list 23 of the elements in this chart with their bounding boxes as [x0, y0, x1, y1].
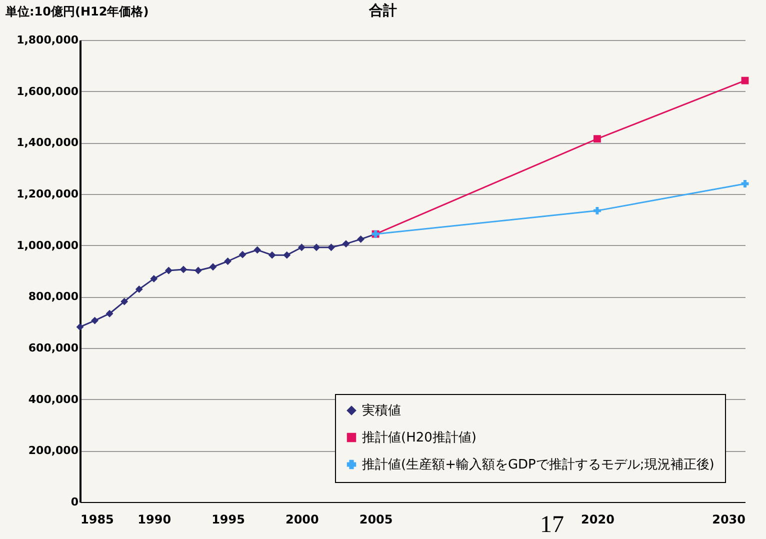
x-tick-label: 1985	[80, 512, 114, 526]
x-tick-label: 2030	[712, 512, 746, 526]
y-tick-label: 400,000	[28, 392, 79, 406]
legend-label: 実積値	[362, 402, 401, 418]
y-tick-label: 800,000	[28, 290, 79, 304]
legend-label: 推計値(生産額+輸入額をGDPで推計するモデル;現況補正後)	[362, 456, 714, 472]
legend-label: 推計値(H20推計値)	[362, 430, 476, 446]
y-tick-label: 1,200,000	[16, 188, 79, 200]
x-tick-label: 2020	[581, 512, 614, 526]
text: 17	[540, 512, 564, 539]
y-tick-label: 1,000,000	[16, 238, 79, 252]
x-tick-label: 1995	[212, 512, 245, 526]
x-tick-label: 2000	[285, 512, 319, 526]
y-tick-label: 200,000	[28, 444, 79, 458]
y-tick-label: 1,400,000	[16, 136, 79, 150]
y-tick-label: 0	[70, 496, 79, 508]
y-tick-label: 600,000	[28, 342, 79, 354]
chart-title: 合計	[369, 3, 397, 19]
x-tick-label: 2005	[359, 512, 393, 526]
y-tick-label: 1,600,000	[16, 84, 79, 98]
x-tick-label: 1990	[138, 512, 172, 526]
y-axis-title: 単位:10億円(H12年価格)	[4, 4, 149, 18]
y-tick-label: 1,800,000	[16, 34, 79, 46]
